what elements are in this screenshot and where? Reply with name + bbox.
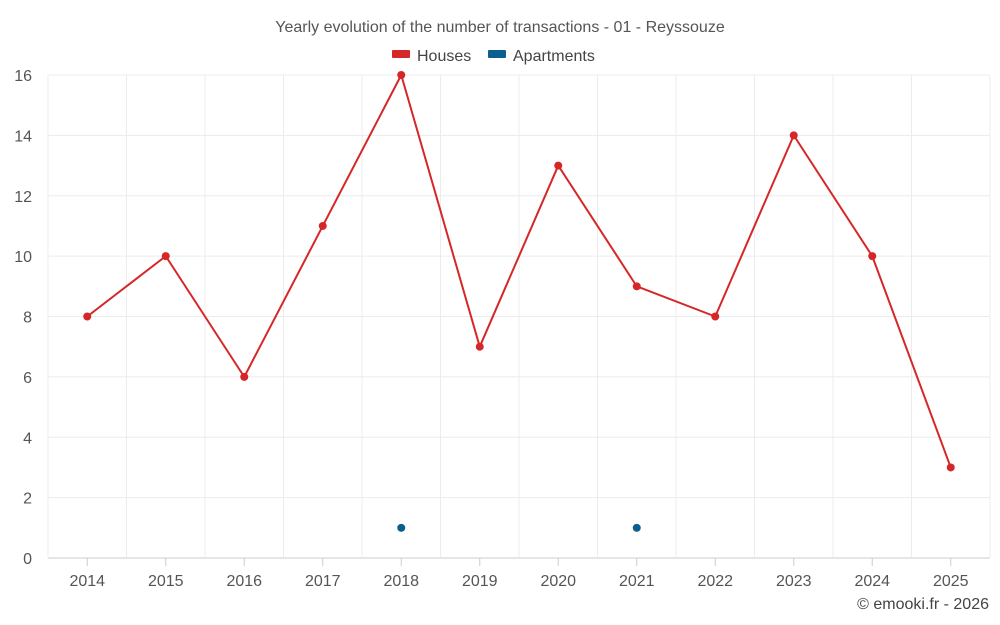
- grid: [47, 74, 991, 559]
- y-tick-label: 6: [23, 370, 32, 387]
- data-point-houses[interactable]: [632, 282, 641, 291]
- x-tick-label: 2021: [619, 573, 655, 590]
- data-point-houses[interactable]: [554, 161, 563, 170]
- data-point-houses[interactable]: [711, 312, 720, 321]
- chart-title: Yearly evolution of the number of transa…: [275, 19, 725, 36]
- legend: Houses Apartments: [392, 48, 595, 65]
- data-point-houses[interactable]: [946, 463, 955, 472]
- x-tick-label: 2024: [854, 573, 890, 590]
- y-tick-label: 14: [14, 128, 32, 145]
- data-point-apartments[interactable]: [397, 523, 406, 532]
- series-line-houses: [86, 74, 952, 468]
- x-tick-label: 2023: [776, 573, 812, 590]
- data-point-houses[interactable]: [397, 71, 406, 79]
- x-tick-label: 2014: [69, 573, 105, 590]
- y-tick-label: 0: [23, 551, 32, 568]
- x-tick-label: 2017: [305, 573, 341, 590]
- y-tick-label: 16: [14, 68, 32, 85]
- data-point-houses[interactable]: [83, 312, 92, 321]
- y-axis: 0 2 4 6 8 10 12 14 16: [14, 68, 32, 568]
- plot-area: [83, 71, 955, 532]
- x-tick-label: 2015: [148, 573, 184, 590]
- y-tick-label: 4: [23, 430, 32, 447]
- legend-swatch-apartments: [488, 50, 506, 58]
- legend-label-houses: Houses: [417, 48, 471, 65]
- y-tick-label: 10: [14, 249, 32, 266]
- credit-text: © emooki.fr - 2026: [857, 596, 989, 613]
- legend-item-apartments[interactable]: Apartments: [488, 48, 595, 65]
- x-tick-label: 2025: [933, 573, 969, 590]
- y-tick-label: 2: [23, 491, 32, 508]
- y-tick-label: 8: [23, 310, 32, 327]
- data-point-houses[interactable]: [475, 342, 484, 351]
- data-point-apartments[interactable]: [632, 523, 641, 532]
- data-point-houses[interactable]: [240, 372, 249, 381]
- x-tick-label: 2022: [697, 573, 733, 590]
- data-point-houses[interactable]: [789, 131, 798, 140]
- data-point-houses[interactable]: [868, 252, 877, 261]
- legend-swatch-houses: [392, 50, 410, 58]
- x-tick-label: 2016: [226, 573, 262, 590]
- legend-label-apartments: Apartments: [513, 48, 595, 65]
- x-tick-label: 2018: [383, 573, 419, 590]
- data-point-houses[interactable]: [161, 252, 170, 261]
- x-axis: 2014 2015 2016 2017 2018 2019 2020 2021 2022 2023…: [69, 558, 969, 590]
- x-tick-label: 2020: [540, 573, 576, 590]
- x-tick-label: 2019: [462, 573, 498, 590]
- y-tick-label: 12: [14, 189, 32, 206]
- legend-item-houses[interactable]: Houses: [392, 48, 471, 65]
- data-point-houses[interactable]: [318, 221, 327, 230]
